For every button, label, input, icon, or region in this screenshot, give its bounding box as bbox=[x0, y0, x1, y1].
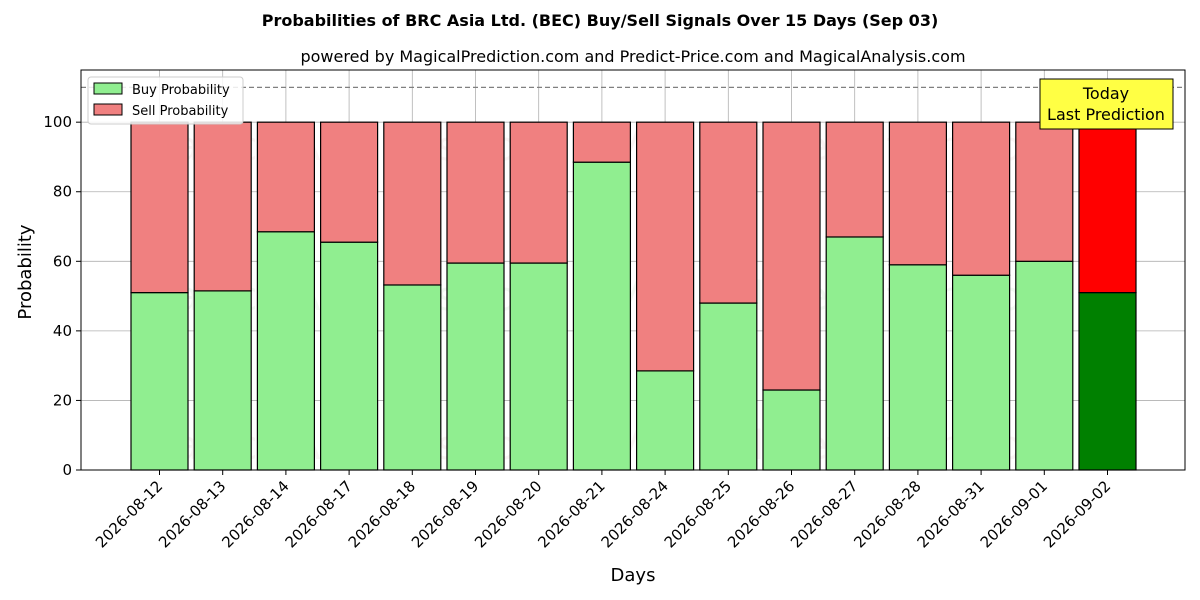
bar-buy bbox=[1015, 260, 1074, 471]
bar-sell bbox=[888, 121, 948, 266]
x-tick-label: 2026-08-20 bbox=[471, 477, 545, 551]
bar-buy bbox=[699, 302, 758, 471]
bar-sell bbox=[1015, 121, 1074, 262]
bar-sell bbox=[762, 121, 821, 391]
bar-sell bbox=[509, 121, 568, 264]
y-tick-label: 80 bbox=[53, 183, 72, 201]
bar-sell bbox=[951, 121, 1011, 276]
x-tick-label: 2026-08-24 bbox=[598, 477, 672, 551]
chart-subtitle: powered by MagicalPrediction.com and Pre… bbox=[300, 47, 965, 66]
y-tick-label: 20 bbox=[53, 391, 72, 409]
x-tick-label: 2026-08-19 bbox=[408, 477, 482, 551]
bar-sell bbox=[193, 121, 252, 292]
bar-buy bbox=[825, 236, 884, 471]
bar-buy bbox=[635, 370, 695, 471]
legend-swatch-buy bbox=[93, 82, 123, 95]
legend-label-buy: Buy Probability bbox=[132, 83, 230, 98]
bar-buy bbox=[762, 389, 821, 471]
bar-sell bbox=[635, 121, 695, 372]
x-tick-label: 2026-09-02 bbox=[1040, 477, 1114, 551]
bar-buy bbox=[951, 274, 1011, 471]
x-tick-label: 2026-08-18 bbox=[345, 477, 419, 551]
annotation-line1: Today bbox=[1082, 84, 1129, 103]
bar-sell bbox=[383, 121, 442, 286]
x-tick-label: 2026-09-01 bbox=[977, 477, 1051, 551]
annotation-box bbox=[1039, 78, 1174, 130]
y-tick-label: 100 bbox=[43, 113, 72, 131]
annotation-today: Today Last Prediction bbox=[1039, 78, 1174, 130]
x-tick-label: 2026-08-17 bbox=[282, 477, 356, 551]
bar-buy bbox=[256, 231, 315, 471]
legend-box bbox=[87, 76, 244, 125]
legend: Buy Probability Sell Probability bbox=[87, 76, 244, 125]
x-tick-label: 2026-08-12 bbox=[92, 477, 166, 551]
y-tick-label: 60 bbox=[53, 252, 72, 270]
bar-sell bbox=[320, 121, 379, 243]
x-tick-label: 2026-08-26 bbox=[724, 477, 798, 551]
y-axis-label: Probability bbox=[15, 224, 36, 319]
legend-swatch-sell bbox=[93, 103, 123, 116]
bar-buy bbox=[320, 241, 379, 471]
annotation-line2: Last Prediction bbox=[1047, 105, 1165, 124]
x-tick-label: 2026-08-25 bbox=[661, 477, 735, 551]
plot-area: MagicalAnalysis.comMagicalPrediction.com… bbox=[43, 69, 1186, 551]
x-tick-label: 2026-08-21 bbox=[534, 477, 608, 551]
plot-frame bbox=[80, 69, 1186, 471]
bar-sell bbox=[1078, 121, 1137, 294]
bar-buy bbox=[446, 262, 505, 471]
bar-buy bbox=[383, 284, 442, 471]
x-tick-label: 2026-08-14 bbox=[218, 477, 292, 551]
bar-buy bbox=[888, 264, 948, 471]
x-axis-label: Days bbox=[611, 565, 656, 586]
y-tick-label: 0 bbox=[62, 461, 72, 479]
legend-label-sell: Sell Probability bbox=[132, 104, 229, 119]
bar-buy bbox=[572, 161, 632, 471]
bar-buy bbox=[193, 290, 252, 471]
x-tick-label: 2026-08-27 bbox=[787, 477, 861, 551]
bar-sell bbox=[699, 121, 758, 304]
x-tick-label: 2026-08-31 bbox=[914, 477, 988, 551]
chart-title: Probabilities of BRC Asia Ltd. (BEC) Buy… bbox=[262, 11, 939, 30]
bar-buy bbox=[509, 262, 568, 471]
bar-buy bbox=[130, 292, 189, 471]
bar-sell bbox=[572, 121, 632, 163]
x-tick-label: 2026-08-28 bbox=[850, 477, 924, 551]
x-tick-label: 2026-08-13 bbox=[155, 477, 229, 551]
bar-sell bbox=[256, 121, 315, 233]
bar-sell bbox=[446, 121, 505, 264]
bar-buy bbox=[1078, 292, 1137, 471]
bar-sell bbox=[825, 121, 884, 238]
bar-sell bbox=[130, 121, 189, 294]
y-tick-label: 40 bbox=[53, 322, 72, 340]
